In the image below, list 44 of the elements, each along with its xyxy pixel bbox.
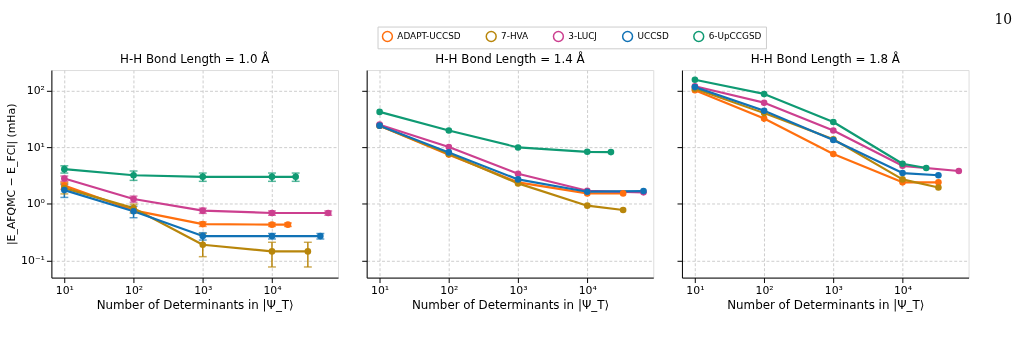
x-tick-label: 10⁴: [893, 283, 913, 297]
x-tick-label: 10³: [509, 283, 528, 297]
x-axis-title: Number of Determinants in |Ψ_T⟩: [96, 297, 294, 312]
x-tick-label: 10¹: [55, 283, 74, 297]
point: [268, 248, 276, 255]
x-tick-label: 10¹: [371, 283, 390, 297]
x-tick-label: 10²: [440, 283, 459, 297]
point: [376, 108, 383, 116]
x-tick-label: 10³: [824, 283, 843, 297]
chart-title: H-H Bond Length = 1.0 Å: [120, 51, 271, 67]
chart-title: H-H Bond Length = 1.4 Å: [435, 51, 586, 67]
x-tick-label: 10²: [755, 283, 774, 297]
point: [514, 144, 522, 151]
point: [830, 127, 837, 134]
legend-label: 3-LUCJ: [568, 31, 597, 42]
point: [830, 118, 837, 126]
legend-label: 6-UpCCGSD: [708, 31, 762, 42]
point: [583, 148, 591, 156]
x-axis-title: Number of Determinants in |Ψ_T⟩: [411, 297, 610, 312]
point: [583, 202, 591, 209]
point: [760, 90, 768, 98]
x-tick-label: 10⁴: [263, 283, 283, 297]
y-axis-title: |E_AFQMC − E_FCI| (mHa): [5, 103, 19, 246]
chart-title: H-H Bond Length = 1.8 Å: [750, 51, 901, 67]
point: [760, 115, 768, 122]
y-tick-label: 10⁰: [26, 197, 45, 211]
x-tick-label: 10¹: [686, 283, 705, 297]
point: [830, 150, 837, 158]
legend-label: UCCSD: [637, 31, 669, 42]
x-tick-label: 10³: [194, 283, 213, 297]
y-tick-label: 10²: [26, 84, 45, 98]
x-axis-title: Number of Determinants in |Ψ_T⟩: [727, 297, 925, 312]
point: [899, 169, 906, 177]
point: [691, 76, 699, 84]
y-tick-label: 10⁻¹: [21, 254, 45, 267]
x-tick-label: 10²: [124, 283, 144, 297]
legend-label: ADAPT-UCCSD: [397, 31, 461, 42]
legend-label: 7-HVA: [501, 31, 529, 42]
x-tick-label: 10⁴: [578, 283, 598, 297]
point: [199, 241, 207, 249]
point: [760, 99, 768, 107]
y-tick-label: 10¹: [26, 140, 45, 154]
point: [445, 127, 453, 134]
text: 10: [994, 10, 1013, 27]
